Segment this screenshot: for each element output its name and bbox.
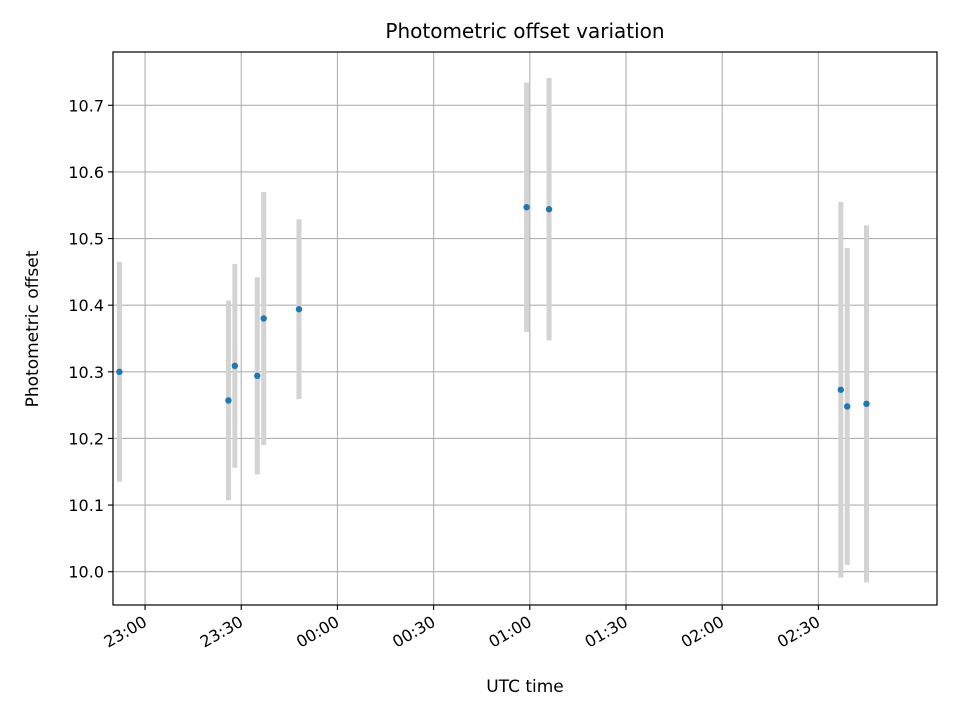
data-points	[116, 204, 870, 410]
data-point	[116, 368, 123, 376]
y-tick-label: 10.4	[68, 296, 104, 315]
chart-title: Photometric offset variation	[385, 19, 664, 43]
data-point	[844, 403, 851, 410]
y-tick-label: 10.6	[68, 163, 104, 182]
data-point	[837, 386, 845, 393]
y-tick-label: 10.7	[68, 96, 104, 115]
data-point	[231, 362, 239, 370]
data-point	[545, 206, 553, 213]
data-point	[295, 305, 303, 313]
data-point	[863, 400, 870, 407]
data-point	[254, 372, 261, 380]
x-axis-label: UTC time	[486, 677, 564, 697]
plot-frame	[112, 51, 938, 606]
y-axis: 10.0 10.1 10.2 10.3 10.4 10.5 10.6 10.7	[68, 96, 113, 582]
y-tick-label: 10.1	[68, 496, 104, 515]
y-tick-label: 10.0	[68, 563, 104, 582]
data-point	[523, 204, 530, 211]
data-point	[225, 397, 232, 404]
y-tick-label: 10.5	[68, 230, 104, 249]
data-point	[260, 315, 267, 322]
y-axis-label: Photometric offset	[23, 250, 43, 407]
y-tick-label: 10.2	[68, 429, 104, 448]
y-tick-label: 10.3	[68, 363, 104, 382]
